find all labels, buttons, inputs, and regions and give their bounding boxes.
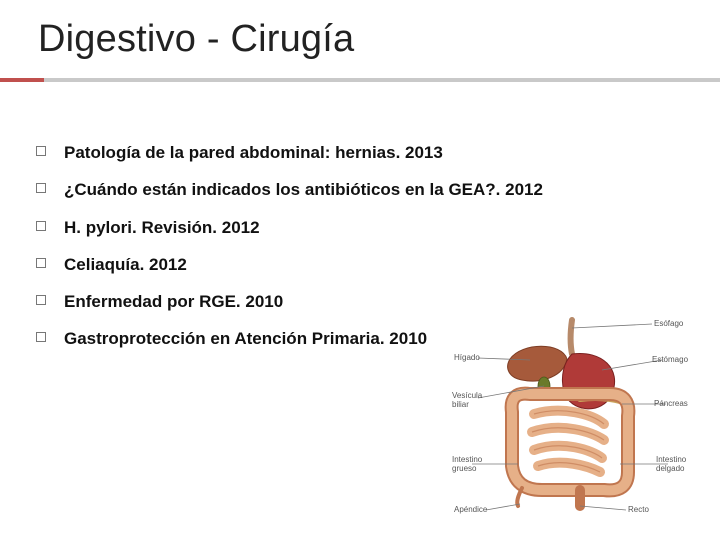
title-rule [0,78,720,82]
label-apendice: Apéndice [454,505,488,514]
square-bullet-icon [36,183,46,193]
list-item-text: H. pylori. Revisión. 2012 [64,217,260,238]
label-int-grueso: Intestino [452,455,483,464]
title-rule-base [44,78,720,82]
list-item: H. pylori. Revisión. 2012 [36,217,676,238]
label-int-grueso-2: grueso [452,464,477,473]
square-bullet-icon [36,221,46,231]
list-item-text: Enfermedad por RGE. 2010 [64,291,283,312]
list-item-text: Celiaquía. 2012 [64,254,187,275]
label-higado: Hígado [454,353,480,362]
list-item: Patología de la pared abdominal: hernias… [36,142,676,163]
label-recto: Recto [628,505,649,514]
label-estomago: Estómago [652,355,688,364]
square-bullet-icon [36,146,46,156]
list-item-text: Patología de la pared abdominal: hernias… [64,142,443,163]
label-pancreas: Páncreas [654,399,688,408]
label-int-delgado-2: delgado [656,464,685,473]
label-vesicula-2: biliar [452,400,469,409]
label-int-delgado: Intestino [656,455,687,464]
square-bullet-icon [36,258,46,268]
list-item-text: Gastroprotección en Atención Primaria. 2… [64,328,427,349]
list-item: Enfermedad por RGE. 2010 [36,291,676,312]
list-item-text: ¿Cuándo están indicados los antibióticos… [64,179,543,200]
list-item: ¿Cuándo están indicados los antibióticos… [36,179,676,200]
label-esofago: Esófago [654,319,684,328]
digestive-system-illustration: Esófago Hígado Vesícula biliar Estómago … [452,314,688,514]
square-bullet-icon [36,295,46,305]
list-item: Celiaquía. 2012 [36,254,676,275]
label-vesicula: Vesícula [452,391,483,400]
square-bullet-icon [36,332,46,342]
slide-title: Digestivo - Cirugía [38,18,354,61]
title-rule-accent [0,78,44,82]
